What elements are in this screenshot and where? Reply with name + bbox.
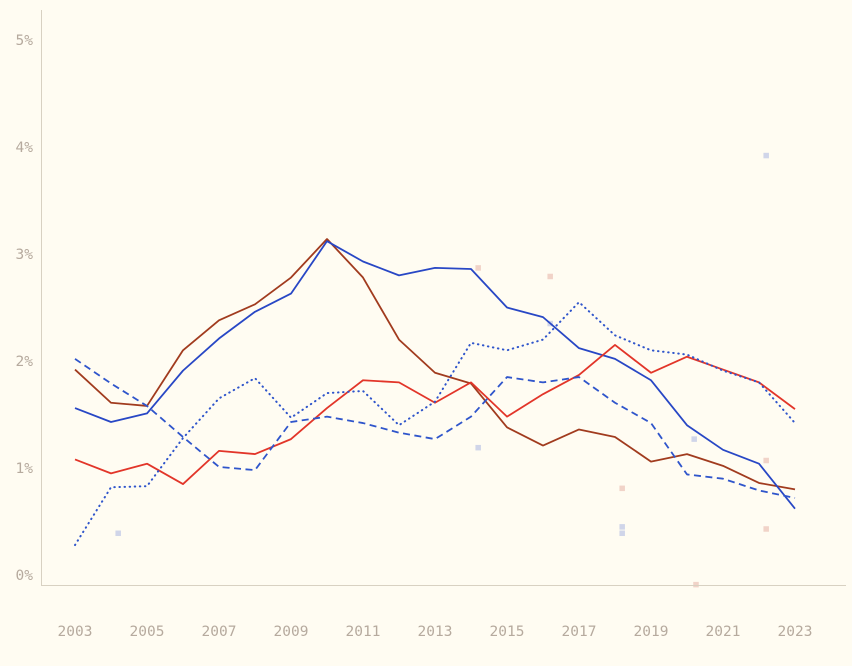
x-tick-label: 2019 [634, 624, 669, 640]
blue-dotted-line [74, 301, 796, 547]
y-tick-label: 5% [16, 33, 34, 49]
dark-red-solid-line [74, 238, 796, 491]
scatter-marker [475, 444, 481, 451]
y-tick-label: 1% [16, 461, 34, 477]
red-solid-line [74, 344, 796, 485]
x-tick-label: 2005 [130, 624, 165, 640]
x-tick-label: 2023 [778, 624, 813, 640]
x-tick-label: 2009 [274, 624, 309, 640]
scatter-marker [691, 436, 697, 442]
blue-dashed-line [74, 358, 796, 499]
scatter-marker [115, 530, 121, 537]
x-tick-label: 2003 [58, 624, 93, 640]
x-tick-label: 2011 [346, 624, 381, 640]
scatter-marker [547, 273, 553, 280]
scatter-marker [693, 581, 699, 588]
scatter-marker [619, 485, 625, 492]
y-tick-label: 4% [16, 140, 34, 156]
x-tick-label: 2015 [490, 624, 525, 640]
x-tick-label: 2013 [418, 624, 453, 640]
x-tick-label: 2017 [562, 624, 597, 640]
scatter-marker [619, 524, 625, 530]
y-tick-label: 2% [16, 354, 34, 370]
scatter-marker [763, 152, 769, 159]
y-tick-label: 0% [16, 568, 34, 584]
scatter-marker [619, 530, 625, 537]
blue-solid-line [74, 240, 796, 510]
scatter-marker [763, 526, 769, 532]
x-tick-label: 2007 [202, 624, 237, 640]
y-tick-label: 3% [16, 247, 34, 263]
scatter-marker [475, 265, 481, 271]
scatter-marker [763, 457, 769, 464]
x-tick-label: 2021 [706, 624, 741, 640]
